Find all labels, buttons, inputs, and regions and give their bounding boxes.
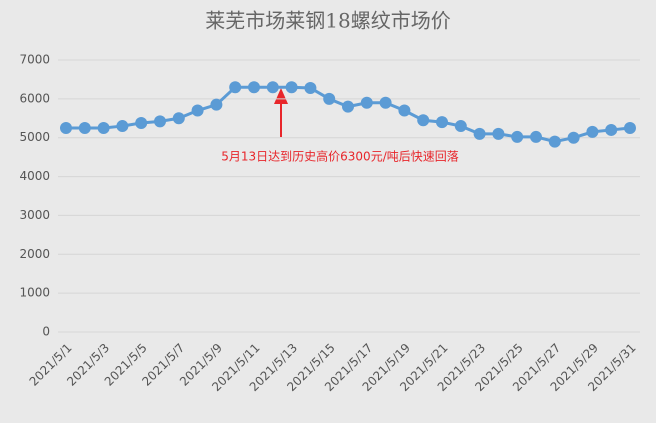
marker	[97, 122, 110, 134]
marker	[323, 92, 336, 105]
marker	[248, 81, 260, 94]
marker	[454, 120, 467, 133]
marker	[304, 81, 317, 94]
marker	[624, 122, 636, 134]
line	[66, 85, 631, 144]
chart-title: 莱芜市场莱钢18螺纹市场价	[205, 9, 450, 33]
marker	[285, 81, 298, 94]
y-tick-label: 7000	[19, 53, 50, 67]
marker	[492, 127, 505, 140]
marker	[210, 98, 223, 111]
marker	[548, 135, 561, 148]
annotation: 5月13日达到历史高价6300元/吨后快速回落	[221, 149, 459, 164]
y-tick-label: 1000	[19, 286, 50, 300]
marker	[60, 122, 72, 134]
marker	[172, 112, 185, 125]
arrow	[274, 88, 288, 137]
marker	[586, 125, 599, 138]
y-tick-label: 3000	[19, 208, 50, 222]
marker	[360, 96, 373, 109]
marker	[78, 122, 91, 134]
marker	[135, 116, 148, 129]
y-tick-label: 5000	[19, 130, 50, 144]
marker	[567, 131, 580, 144]
marker	[266, 81, 279, 94]
y-tick-label: 4000	[19, 169, 50, 183]
marker	[154, 115, 166, 128]
marker	[379, 96, 392, 109]
y-tick-label: 2000	[19, 247, 50, 261]
marker	[436, 116, 448, 129]
marker	[116, 120, 129, 133]
marker	[417, 114, 430, 127]
marker	[473, 127, 486, 140]
marker	[191, 104, 204, 117]
marker	[605, 123, 618, 136]
marker	[530, 130, 542, 143]
marker	[511, 130, 524, 143]
marker	[398, 104, 411, 117]
marker	[342, 100, 354, 113]
marker	[229, 81, 242, 94]
y-tick-label: 6000	[19, 91, 50, 105]
y-tick-label: 0	[42, 325, 50, 339]
